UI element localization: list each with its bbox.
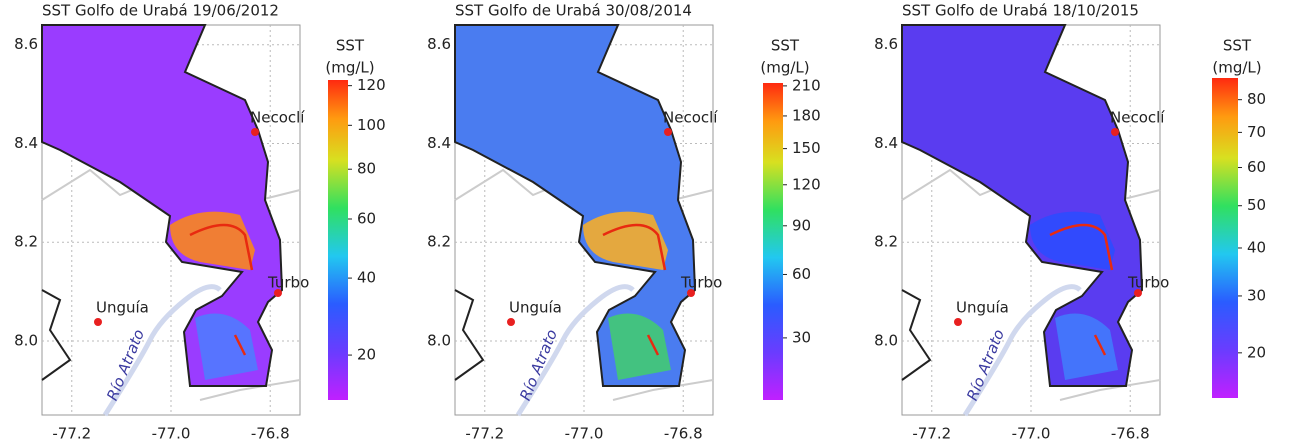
place-marker (1134, 289, 1142, 297)
y-tick-label: 8.4 (14, 134, 38, 152)
x-tick-label: -77.0 (565, 425, 604, 443)
colorbar (763, 83, 783, 400)
y-tick-label: 8.0 (14, 331, 38, 349)
panel: -77.2 -77.0 -76.8 8.0 8.2 8.4 8.6 Necoclí Turbo U… (874, 2, 1266, 443)
place-label: Necoclí (250, 109, 305, 127)
colorbar-title: (mg/L) (760, 59, 809, 77)
plume-south (1055, 313, 1118, 380)
place-marker (251, 128, 259, 136)
x-tick-label: -76.8 (664, 425, 703, 443)
panel-title: SST Golfo de Urabá 18/10/2015 (902, 2, 1139, 20)
colorbar-tick-label: 100 (357, 116, 386, 134)
river (962, 284, 1082, 417)
y-tick-label: 8.2 (427, 233, 451, 251)
colorbar-tick-label: 70 (1247, 123, 1266, 141)
colorbar-title: (mg/L) (1212, 59, 1261, 77)
place-label: Necoclí (663, 109, 718, 127)
colorbar-tick-label: 120 (792, 175, 821, 193)
panel-title: SST Golfo de Urabá 30/08/2014 (455, 2, 692, 20)
colorbar-tick-label: 40 (1247, 238, 1266, 256)
river (515, 284, 635, 417)
colorbar (1212, 78, 1238, 398)
y-tick-label: 8.0 (874, 331, 898, 349)
place-label: Turbo (1127, 274, 1169, 292)
colorbar-tick-label: 30 (792, 328, 811, 346)
coast-west (41, 289, 72, 381)
colorbar-tick-label: 50 (1247, 196, 1266, 214)
colorbar-title: (mg/L) (325, 59, 374, 77)
place-marker (1111, 128, 1119, 136)
river (102, 284, 222, 417)
colorbar-tick-label: 90 (792, 216, 811, 234)
colorbar-tick-label: 60 (792, 265, 811, 283)
place-label: Necoclí (1110, 109, 1165, 127)
colorbar-tick-label: 180 (792, 106, 821, 124)
place-marker (687, 289, 695, 297)
x-tick-label: -76.8 (1111, 425, 1150, 443)
colorbar-tick-label: 120 (357, 76, 386, 94)
x-tick-label: -77.2 (52, 425, 91, 443)
colorbar-title: SST (1223, 37, 1252, 55)
y-tick-label: 8.6 (14, 35, 38, 53)
y-tick-label: 8.2 (874, 233, 898, 251)
colorbar-title: SST (771, 37, 800, 55)
y-tick-label: 8.0 (427, 331, 451, 349)
colorbar-tick-label: 210 (792, 76, 821, 94)
x-tick-label: -77.0 (152, 425, 191, 443)
x-tick-label: -77.2 (912, 425, 951, 443)
place-marker (954, 318, 962, 326)
x-tick-label: -77.2 (465, 425, 504, 443)
colorbar-tick-label: 20 (357, 346, 376, 364)
coast-west (454, 289, 485, 381)
colorbar-tick-label: 80 (357, 160, 376, 178)
y-tick-label: 8.4 (874, 134, 898, 152)
coast-west (901, 289, 932, 381)
place-label: Unguía (96, 299, 149, 317)
panel: -77.2 -77.0 -76.8 8.0 8.2 8.4 8.6 Necoclí Turbo U… (14, 2, 386, 443)
colorbar-tick-label: 20 (1247, 343, 1266, 361)
colorbar-tick-label: 60 (357, 210, 376, 228)
place-marker (507, 318, 515, 326)
place-marker (664, 128, 672, 136)
place-label: Turbo (267, 274, 309, 292)
colorbar-tick-label: 30 (1247, 286, 1266, 304)
y-tick-label: 8.2 (14, 233, 38, 251)
y-tick-label: 8.6 (427, 35, 451, 53)
plume-south (195, 313, 258, 380)
colorbar-tick-label: 150 (792, 139, 821, 157)
x-tick-label: -77.0 (1012, 425, 1051, 443)
flow-arrow (602, 223, 667, 356)
place-marker (274, 289, 282, 297)
place-label: Unguía (956, 299, 1009, 317)
panel-title: SST Golfo de Urabá 19/06/2012 (42, 2, 279, 20)
flow-arrow (189, 223, 254, 356)
plume-south (608, 313, 671, 380)
y-tick-label: 8.6 (874, 35, 898, 53)
colorbar-title: SST (336, 37, 365, 55)
place-marker (94, 318, 102, 326)
colorbar (328, 80, 348, 400)
place-label: Unguía (509, 299, 562, 317)
flow-arrow (1049, 223, 1114, 356)
colorbar-tick-label: 60 (1247, 158, 1266, 176)
colorbar-tick-label: 40 (357, 269, 376, 287)
y-tick-label: 8.4 (427, 134, 451, 152)
colorbar-tick-label: 80 (1247, 90, 1266, 108)
panel: -77.2 -77.0 -76.8 8.0 8.2 8.4 8.6 Necoclí Turbo U… (427, 2, 821, 443)
x-tick-label: -76.8 (251, 425, 290, 443)
place-label: Turbo (680, 274, 722, 292)
